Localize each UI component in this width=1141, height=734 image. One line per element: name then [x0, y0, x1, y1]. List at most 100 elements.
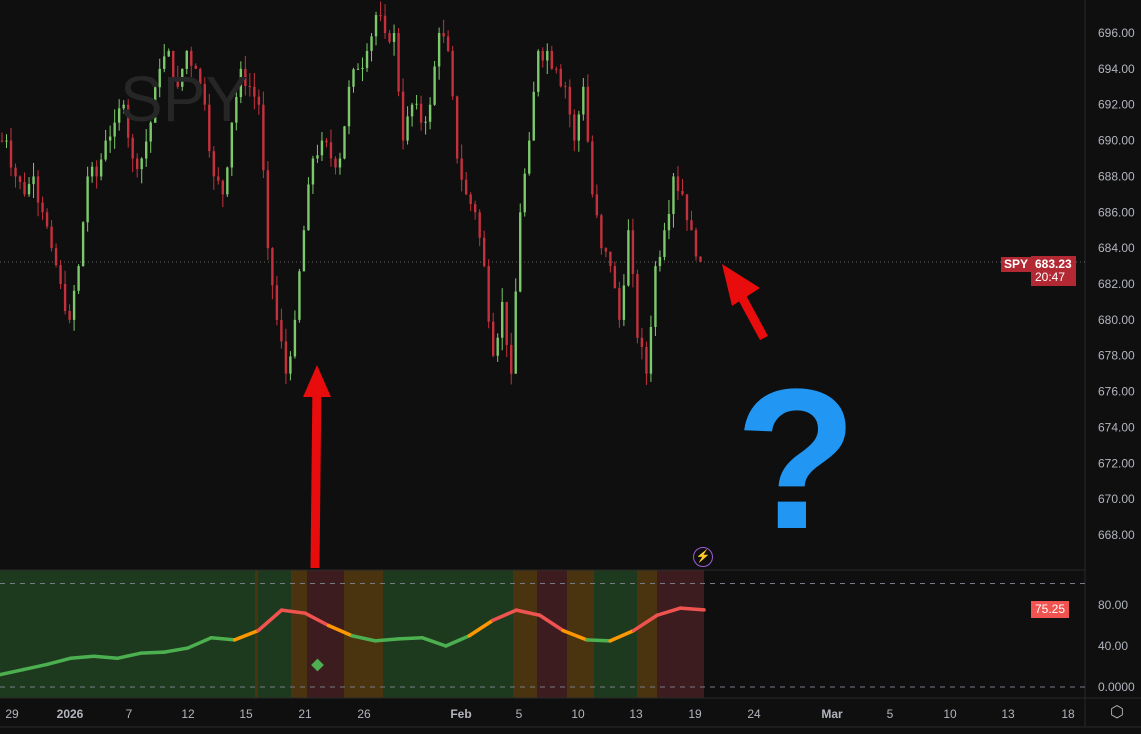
time-tick-label: 21 — [298, 707, 312, 721]
candle-body — [347, 86, 351, 127]
candle-body — [343, 126, 346, 159]
candle-body — [532, 91, 535, 141]
candle-body — [406, 116, 409, 141]
candle-body — [212, 151, 216, 177]
candle-body — [235, 97, 238, 123]
price-tick-label: 686.00 — [1098, 205, 1135, 219]
candle-body — [636, 273, 639, 338]
candle-body — [95, 166, 98, 177]
time-tick-label: 19 — [688, 707, 702, 721]
candle-body — [541, 50, 544, 61]
candle-body — [18, 176, 22, 183]
candle-body — [9, 140, 13, 168]
candle-body — [374, 15, 378, 37]
candle-body — [217, 176, 220, 181]
regime-band-orange — [513, 570, 537, 698]
time-tick-label: 15 — [239, 707, 253, 721]
time-tick-label: 13 — [629, 707, 643, 721]
indicator-line-segment — [537, 613, 565, 633]
candle-body — [582, 86, 585, 115]
price-tick-label: 678.00 — [1098, 349, 1135, 363]
time-tick-label: 24 — [747, 707, 761, 721]
candle-body — [451, 50, 454, 97]
candle-body — [334, 158, 337, 168]
time-tick-label: 7 — [126, 707, 133, 721]
price-tick-label: 670.00 — [1098, 492, 1135, 506]
candle-body — [577, 114, 581, 141]
candle-body — [667, 214, 671, 231]
regime-band-red — [537, 570, 567, 698]
time-tick-label: Mar — [821, 707, 843, 721]
indicator-line-segment — [21, 662, 49, 672]
candle-body — [81, 222, 85, 267]
up-arrow-shaft — [310, 379, 322, 569]
settings-icon[interactable]: ⬡ — [1110, 704, 1124, 721]
candle-body — [135, 158, 139, 170]
candle-body — [122, 104, 125, 109]
candle-body — [365, 50, 369, 68]
time-tick-label: Feb — [450, 707, 471, 721]
candle-body — [163, 56, 166, 69]
candle-body — [663, 230, 666, 257]
candle-body — [194, 65, 197, 69]
candle-body — [36, 176, 40, 203]
candle-body — [618, 288, 621, 320]
indicator-line-segment — [350, 634, 378, 643]
candle-body — [172, 50, 175, 78]
candle-body — [401, 91, 405, 141]
candle-body — [586, 86, 590, 142]
candle-body — [645, 347, 648, 374]
time-tick-label: 2026 — [57, 707, 84, 721]
candle-body — [68, 310, 71, 320]
candle-body — [275, 285, 279, 320]
indicator-line-segment — [92, 654, 120, 661]
candle-body — [622, 285, 626, 320]
candle-body — [86, 176, 89, 223]
candle-body — [63, 284, 67, 311]
candle-body — [271, 248, 274, 286]
candle-body — [559, 68, 562, 87]
candle-body — [627, 230, 630, 286]
regime-band-green — [258, 570, 291, 698]
price-tick-label: 676.00 — [1098, 385, 1135, 399]
price-tick-label: 682.00 — [1098, 277, 1135, 291]
indicator-line-segment — [162, 646, 190, 654]
candle-body — [239, 68, 243, 98]
candle-body — [473, 204, 477, 213]
candle-body — [185, 50, 188, 69]
indicator-value-tag: 75.25 — [1031, 601, 1070, 618]
candle-body — [681, 190, 684, 195]
price-tick-label: 688.00 — [1098, 169, 1135, 183]
indicator-line-segment — [584, 638, 612, 643]
candle-body — [356, 68, 360, 70]
candle-body — [158, 68, 161, 88]
candle-body — [564, 86, 567, 88]
candle-body — [23, 182, 26, 195]
bar-countdown: 20:47 — [1035, 270, 1066, 284]
candle-body — [284, 341, 288, 374]
candle-body — [59, 265, 62, 285]
candle-body — [464, 179, 468, 195]
candle-body — [487, 266, 490, 322]
time-tick-label: 10 — [571, 707, 585, 721]
candle-body — [514, 291, 517, 374]
indicator-line-segment — [303, 611, 331, 628]
candle-body — [699, 256, 702, 262]
time-tick-label: 26 — [357, 707, 371, 721]
indicator-line-segment — [279, 608, 307, 615]
candle-body — [302, 230, 306, 272]
time-tick-label: 12 — [181, 707, 195, 721]
indicator-line-segment — [256, 608, 284, 633]
lightning-icon[interactable]: ⚡ — [693, 547, 713, 567]
candle-body — [496, 337, 499, 356]
candle-body — [609, 251, 612, 267]
candle-body — [311, 158, 315, 185]
candle-body — [149, 122, 152, 142]
indicator-line-segment — [139, 650, 167, 655]
indicator-line-segment — [444, 634, 472, 648]
candle-body — [676, 176, 680, 191]
indicator-line-segment — [232, 628, 260, 642]
last-price: 683.23 — [1035, 257, 1072, 271]
price-tick-label: 696.00 — [1098, 26, 1135, 40]
